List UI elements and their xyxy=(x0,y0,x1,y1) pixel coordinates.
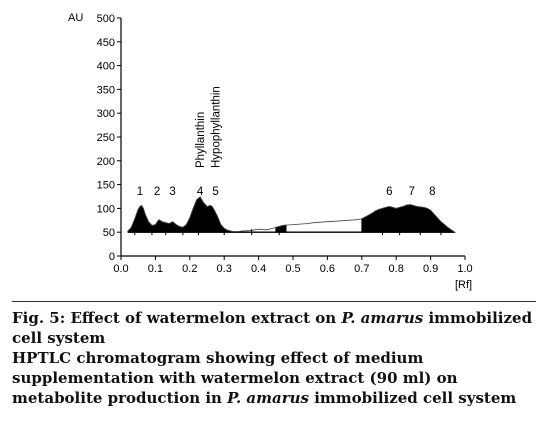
y-tick-label: 300 xyxy=(97,108,115,120)
caption-title-text: Fig. 5: Effect of watermelon extract on xyxy=(12,309,342,327)
figure-caption: Fig. 5: Effect of watermelon extract on … xyxy=(12,308,540,408)
x-axis-label: [Rf] xyxy=(455,279,472,291)
x-tick-label: 0.0 xyxy=(113,263,128,275)
x-tick-label: 0.6 xyxy=(320,263,335,275)
peak-label: 1 xyxy=(137,186,143,198)
compound-annotation: Phyllanthin xyxy=(195,112,207,168)
x-tick-label: 0.1 xyxy=(148,263,163,275)
x-tick-label: 0.4 xyxy=(251,263,266,275)
y-tick-label: 450 xyxy=(97,37,115,49)
y-tick-label: 50 xyxy=(103,227,115,239)
peak-area xyxy=(361,204,456,233)
y-tick-label: 400 xyxy=(97,61,115,73)
y-tick-label: 350 xyxy=(97,84,115,96)
peak-label: 5 xyxy=(212,186,218,198)
caption-title: Fig. 5: Effect of watermelon extract on … xyxy=(12,308,540,348)
x-tick-label: 1.0 xyxy=(457,263,472,275)
y-tick-label: 100 xyxy=(97,203,115,215)
peak-label: 2 xyxy=(154,186,160,198)
caption-divider xyxy=(12,301,536,302)
y-tick-label: 0 xyxy=(109,251,115,263)
caption-description: HPTLC chromatogram showing effect of med… xyxy=(12,348,540,408)
x-tick-label: 0.5 xyxy=(285,263,300,275)
y-tick-label: 250 xyxy=(97,132,115,144)
peak-label: 7 xyxy=(408,186,414,198)
x-tick-label: 0.2 xyxy=(182,263,197,275)
chromatogram-svg: AU [Rf] 0 50 100 150 200 250 300 350 400 450 500 0.… xyxy=(68,12,473,291)
caption-description-species: P. amarus xyxy=(227,389,309,407)
x-tick-label: 0.9 xyxy=(423,263,438,275)
peak-label: 8 xyxy=(429,186,435,198)
y-tick-label: 150 xyxy=(97,180,115,192)
chromatogram-chart: AU [Rf] 0 50 100 150 200 250 300 350 400 450 500 0.… xyxy=(68,12,473,291)
x-tick-label: 0.8 xyxy=(389,263,404,275)
x-tick-label: 0.7 xyxy=(354,263,369,275)
peak-label: 6 xyxy=(386,186,392,198)
peak-label: 4 xyxy=(197,186,204,198)
y-tick-label: 200 xyxy=(97,156,115,168)
caption-description-suffix: immobilized cell system xyxy=(308,389,517,407)
y-tick-label: 500 xyxy=(97,13,115,25)
peak-label: 3 xyxy=(169,186,175,198)
y-axis-label: AU xyxy=(68,12,83,24)
caption-title-suffix: immobilized cell system xyxy=(12,309,533,347)
caption-description-text: HPTLC chromatogram showing effect of med… xyxy=(12,349,458,407)
chromatogram-trace xyxy=(127,196,455,233)
caption-title-species: P. amarus xyxy=(341,309,424,327)
compound-annotation: Hypophyllanthin xyxy=(211,86,223,168)
x-tick-label: 0.3 xyxy=(217,263,232,275)
